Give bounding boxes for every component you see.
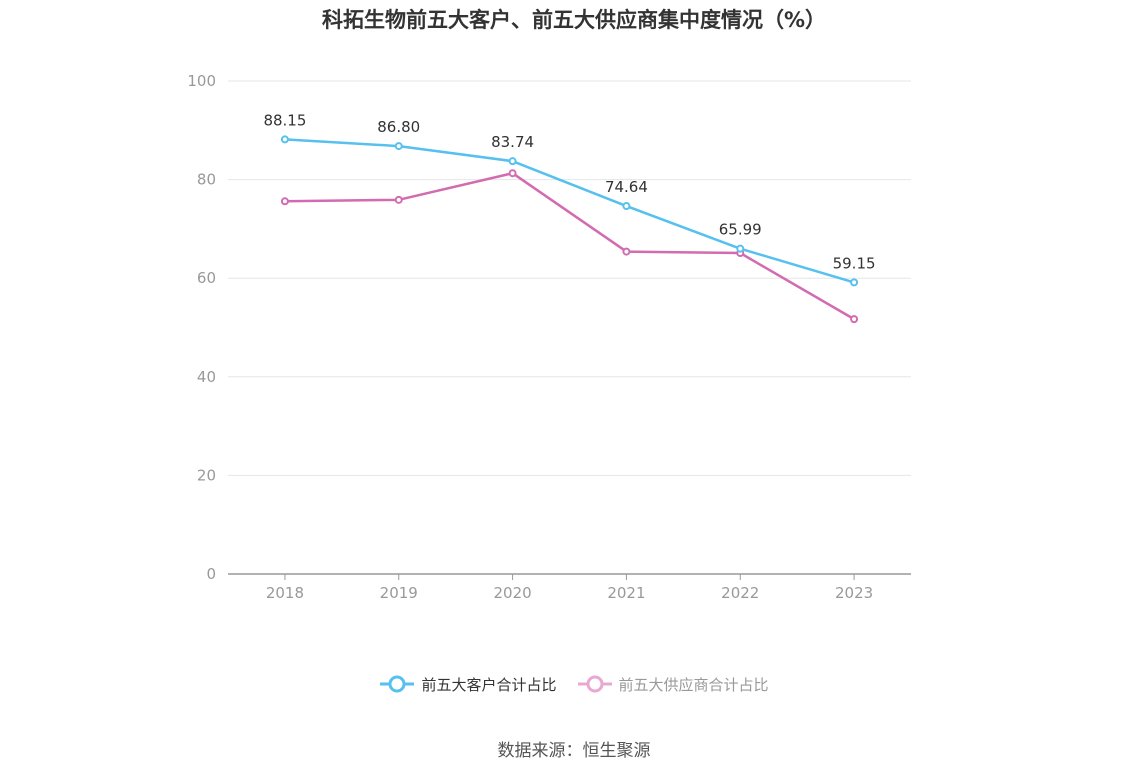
series-line-suppliers [284,171,855,321]
data-label: 65.99 [719,221,762,239]
series-line-customers [284,138,855,284]
legend-item-customers[interactable]: 前五大客户合计占比 [379,672,557,696]
legend: 前五大客户合计占比 前五大供应商合计占比 [0,672,1148,696]
data-point[interactable] [850,315,859,324]
data-point[interactable] [280,135,289,144]
data-point[interactable] [508,169,517,178]
legend-label-suppliers: 前五大供应商合计占比 [618,675,769,694]
data-point[interactable] [280,197,289,206]
x-tick-label: 2021 [607,584,645,602]
data-label: 83.74 [491,133,534,151]
data-source: 数据来源：恒生聚源 [497,741,651,761]
x-tick-label: 2018 [266,584,304,602]
data-point[interactable] [394,142,403,151]
x-tick-label: 2020 [493,584,531,602]
legend-label-customers: 前五大客户合计占比 [421,675,557,694]
data-point[interactable] [736,244,745,253]
data-point[interactable] [394,195,403,204]
data-label: 86.80 [377,118,420,136]
y-tick-label: 0 [206,565,216,583]
data-point[interactable] [850,278,859,287]
x-tick-label: 2019 [380,584,418,602]
y-tick-label: 100 [187,72,216,90]
legend-item-suppliers[interactable]: 前五大供应商合计占比 [577,672,769,696]
y-axis-ticks: 0 20 40 60 80 100 [187,72,216,583]
series-group [280,135,859,324]
grid-lines [228,80,911,476]
data-point[interactable] [622,202,631,211]
x-axis: 2018 2019 2020 2021 2022 2023 [228,573,911,602]
data-label: 74.64 [605,178,648,196]
y-tick-label: 60 [197,269,216,287]
x-tick-label: 2022 [721,584,759,602]
y-tick-label: 80 [197,171,216,189]
legend-swatch-customers-icon [380,675,415,693]
y-tick-label: 40 [197,368,216,386]
chart-title: 科拓生物前五大客户、前五大供应商集中度情况（%） [321,8,827,32]
x-tick-label: 2023 [835,584,873,602]
data-labels: 88.15 86.80 83.74 74.64 65.99 59.15 [263,111,875,272]
legend-swatch-suppliers-icon [577,675,612,693]
data-point[interactable] [508,157,517,166]
y-tick-label: 20 [197,466,216,484]
data-label: 59.15 [833,254,876,272]
data-point[interactable] [622,247,631,256]
data-label: 88.15 [263,111,306,129]
